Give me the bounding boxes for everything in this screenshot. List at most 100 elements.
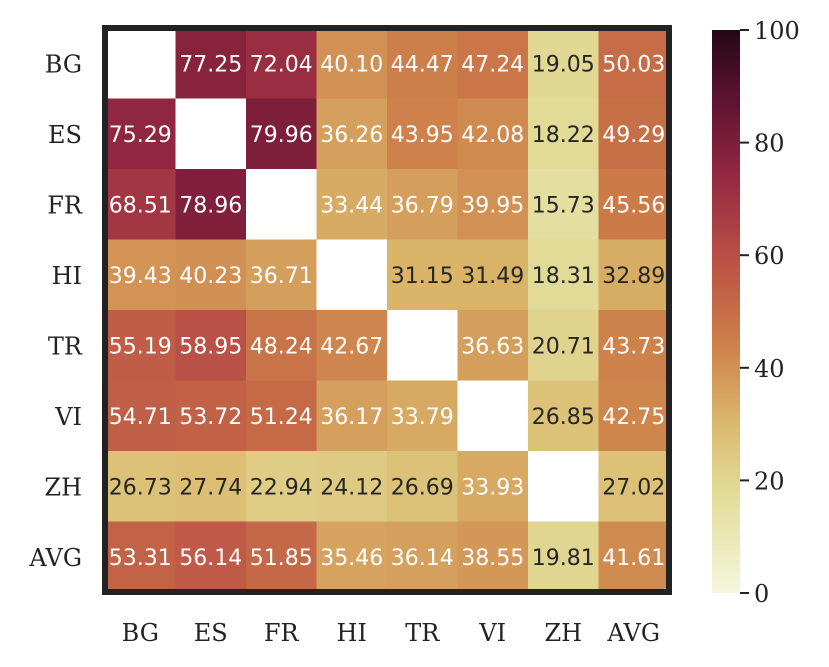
colorbar-tick-label-80: 80 (754, 130, 785, 158)
cell-value-TR-ES: 58.95 (179, 334, 242, 359)
cell-value-ES-FR: 79.96 (250, 123, 313, 148)
heatmap-cell-VI-ZH (528, 380, 600, 452)
heatmap-cell-ES-TR (387, 98, 459, 170)
x-tick-label-ES: ES (194, 619, 228, 647)
heatmap-cell-ES-ZH (528, 98, 600, 170)
heatmap-cell-TR-HI (316, 310, 388, 382)
x-tick-label-BG: BG (122, 619, 159, 647)
heatmap-cells (105, 28, 670, 593)
cell-value-ES-ZH: 18.22 (532, 123, 595, 148)
cell-value-ES-BG: 75.29 (109, 123, 172, 148)
heatmap-cell-BG-ES (175, 28, 247, 100)
heatmap-cell-VI-FR (246, 380, 318, 452)
cell-value-AVG-TR: 36.14 (391, 546, 454, 571)
x-tick-label-TR: TR (405, 619, 440, 647)
cell-value-VI-BG: 54.71 (109, 405, 172, 430)
heatmap-cell-HI-HI (316, 239, 388, 311)
heatmap-cell-BG-ZH (528, 28, 600, 100)
heatmap-cell-ES-ES (175, 98, 247, 170)
heatmap-cell-TR-BG (105, 310, 177, 382)
y-tick-label-AVG: AVG (28, 544, 82, 572)
cell-value-ES-HI: 36.26 (320, 123, 383, 148)
heatmap-cell-ZH-FR (246, 451, 318, 523)
cell-value-ZH-TR: 26.69 (391, 475, 454, 500)
heatmap-cell-ES-FR (246, 98, 318, 170)
cell-value-VI-HI: 36.17 (320, 405, 383, 430)
cell-value-HI-ZH: 18.31 (532, 264, 595, 289)
heatmap-cell-BG-TR (387, 28, 459, 100)
heatmap-cell-BG-BG (105, 28, 177, 100)
colorbar-tick-label-0: 0 (754, 580, 769, 608)
heatmap-cell-ZH-BG (105, 451, 177, 523)
heatmap-cell-TR-AVG (598, 310, 670, 382)
colorbar-tick-label-20: 20 (754, 467, 785, 495)
colorbar-tick-label-40: 40 (754, 355, 785, 383)
heatmap-cell-AVG-TR (387, 521, 459, 593)
cell-value-TR-VI: 36.63 (461, 334, 524, 359)
cell-value-TR-HI: 42.67 (320, 334, 383, 359)
heatmap-cell-AVG-AVG (598, 521, 670, 593)
cell-value-VI-AVG: 42.75 (602, 405, 665, 430)
cell-value-FR-TR: 36.79 (391, 193, 454, 218)
heatmap-cell-VI-HI (316, 380, 388, 452)
heatmap-cell-BG-FR (246, 28, 318, 100)
heatmap-cell-AVG-FR (246, 521, 318, 593)
cell-value-ES-VI: 42.08 (461, 123, 524, 148)
x-tick-label-ZH: ZH (544, 619, 582, 647)
heatmap-cell-HI-VI (457, 239, 529, 311)
x-tick-label-AVG: AVG (606, 619, 660, 647)
cell-value-ZH-VI: 33.93 (461, 475, 524, 500)
heatmap-cell-ZH-ES (175, 451, 247, 523)
y-tick-label-FR: FR (47, 191, 83, 219)
cell-value-BG-HI: 40.10 (320, 52, 383, 77)
cell-value-TR-FR: 48.24 (250, 334, 313, 359)
cell-value-ZH-BG: 26.73 (109, 475, 172, 500)
heatmap-cell-TR-VI (457, 310, 529, 382)
heatmap-cell-ES-HI (316, 98, 388, 170)
cell-value-FR-ZH: 15.73 (532, 193, 595, 218)
cell-value-FR-ES: 78.96 (179, 193, 242, 218)
heatmap-cell-AVG-BG (105, 521, 177, 593)
cell-value-TR-BG: 55.19 (109, 334, 172, 359)
heatmap-cell-AVG-ZH (528, 521, 600, 593)
cell-value-FR-BG: 68.51 (109, 193, 172, 218)
heatmap-cell-ZH-HI (316, 451, 388, 523)
cell-value-BG-FR: 72.04 (250, 52, 313, 77)
x-axis-tick-labels: BG ES FR HI TR VI ZH AVG (122, 619, 660, 647)
cell-value-VI-ZH: 26.85 (532, 405, 595, 430)
cell-value-BG-VI: 47.24 (461, 52, 524, 77)
cell-value-AVG-ZH: 19.81 (532, 546, 595, 571)
cell-value-VI-TR: 33.79 (391, 405, 454, 430)
cell-value-ZH-FR: 22.94 (250, 475, 313, 500)
cell-value-VI-FR: 51.24 (250, 405, 313, 430)
heatmap-cell-FR-ES (175, 169, 247, 241)
cell-value-FR-HI: 33.44 (320, 193, 383, 218)
heatmap-cell-VI-ES (175, 380, 247, 452)
heatmap-cell-HI-ES (175, 239, 247, 311)
heatmap-cell-HI-FR (246, 239, 318, 311)
cell-value-ES-TR: 43.95 (391, 123, 454, 148)
cell-value-FR-AVG: 45.56 (602, 193, 665, 218)
heatmap-cell-TR-ZH (528, 310, 600, 382)
heatmap-cell-BG-VI (457, 28, 529, 100)
x-tick-label-VI: VI (478, 619, 506, 647)
heatmap-cell-HI-BG (105, 239, 177, 311)
heatmap-cell-HI-ZH (528, 239, 600, 311)
heatmap-cell-FR-ZH (528, 169, 600, 241)
cell-value-AVG-ES: 56.14 (179, 546, 242, 571)
cell-value-BG-ZH: 19.05 (532, 52, 595, 77)
heatmap-cell-ZH-TR (387, 451, 459, 523)
heatmap-cell-VI-TR (387, 380, 459, 452)
cell-value-HI-AVG: 32.89 (602, 264, 665, 289)
heatmap-cell-TR-FR (246, 310, 318, 382)
heatmap-cell-FR-BG (105, 169, 177, 241)
heatmap-cell-AVG-VI (457, 521, 529, 593)
heatmap-cell-HI-AVG (598, 239, 670, 311)
colorbar-tick-label-100: 100 (754, 17, 800, 45)
heatmap-cell-FR-FR (246, 169, 318, 241)
cell-value-HI-ES: 40.23 (179, 264, 242, 289)
heatmap-cell-TR-ES (175, 310, 247, 382)
heatmap-cell-FR-HI (316, 169, 388, 241)
cell-value-AVG-HI: 35.46 (320, 546, 383, 571)
heatmap-cell-FR-AVG (598, 169, 670, 241)
